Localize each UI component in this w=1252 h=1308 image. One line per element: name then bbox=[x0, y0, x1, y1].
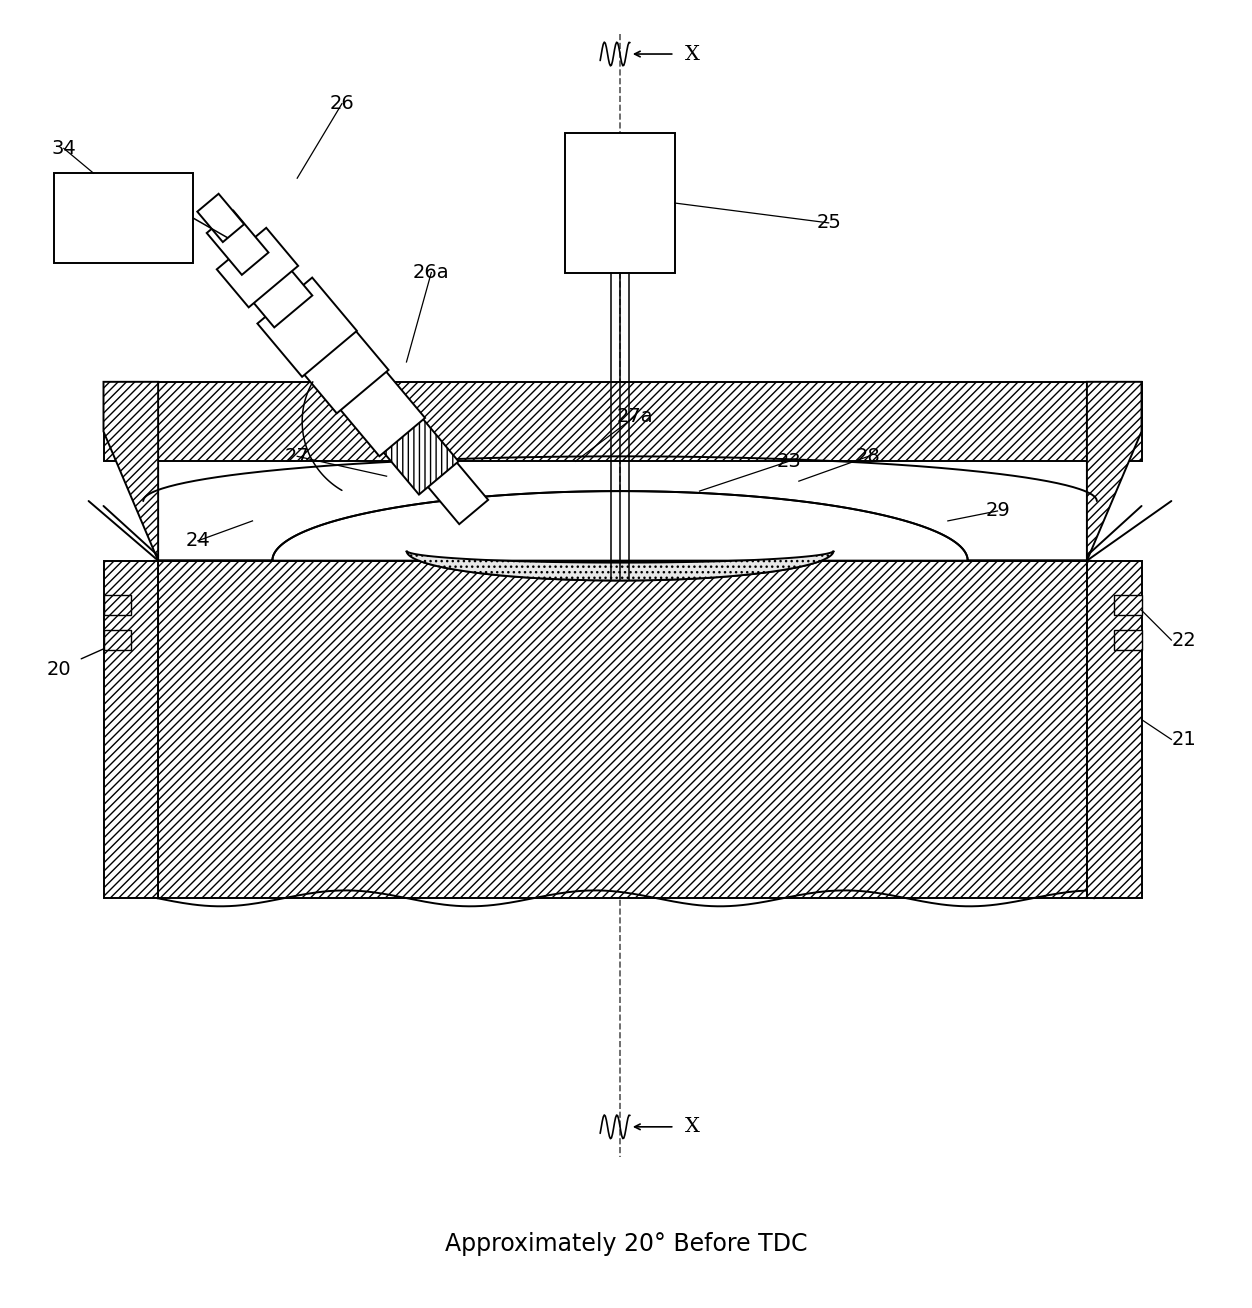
Bar bbox=[54, 173, 193, 263]
Polygon shape bbox=[424, 458, 488, 525]
Polygon shape bbox=[198, 194, 244, 242]
Polygon shape bbox=[328, 357, 424, 456]
Text: 20: 20 bbox=[46, 661, 71, 679]
Text: 22: 22 bbox=[1172, 630, 1196, 650]
Polygon shape bbox=[104, 382, 158, 561]
Bar bbox=[1087, 561, 1142, 899]
Polygon shape bbox=[158, 490, 1087, 561]
Text: Approximately 20° Before TDC: Approximately 20° Before TDC bbox=[444, 1232, 808, 1256]
Text: 27a: 27a bbox=[617, 407, 654, 426]
Text: X: X bbox=[685, 44, 700, 64]
Polygon shape bbox=[207, 211, 268, 275]
Text: 26: 26 bbox=[329, 94, 354, 114]
Bar bbox=[158, 561, 1087, 899]
Bar bbox=[104, 630, 131, 650]
Text: 29: 29 bbox=[985, 501, 1010, 521]
Bar bbox=[104, 561, 158, 899]
Text: 34: 34 bbox=[51, 139, 76, 158]
Text: 21: 21 bbox=[1172, 730, 1196, 749]
Text: 26a: 26a bbox=[413, 263, 449, 283]
Bar bbox=[104, 382, 1142, 462]
Polygon shape bbox=[374, 408, 458, 494]
Text: 25: 25 bbox=[816, 213, 841, 233]
Text: 28: 28 bbox=[856, 447, 880, 466]
Bar bbox=[1114, 595, 1142, 615]
Bar bbox=[1114, 630, 1142, 650]
Polygon shape bbox=[258, 277, 357, 377]
Text: 23: 23 bbox=[776, 451, 801, 471]
Text: 24: 24 bbox=[185, 531, 210, 551]
Text: X: X bbox=[685, 1117, 700, 1137]
Bar bbox=[566, 133, 675, 272]
Polygon shape bbox=[243, 258, 312, 327]
Polygon shape bbox=[217, 228, 298, 307]
Polygon shape bbox=[295, 320, 388, 413]
Polygon shape bbox=[407, 551, 834, 581]
Polygon shape bbox=[1087, 382, 1142, 561]
Bar bbox=[104, 595, 131, 615]
Text: 27: 27 bbox=[284, 447, 309, 466]
